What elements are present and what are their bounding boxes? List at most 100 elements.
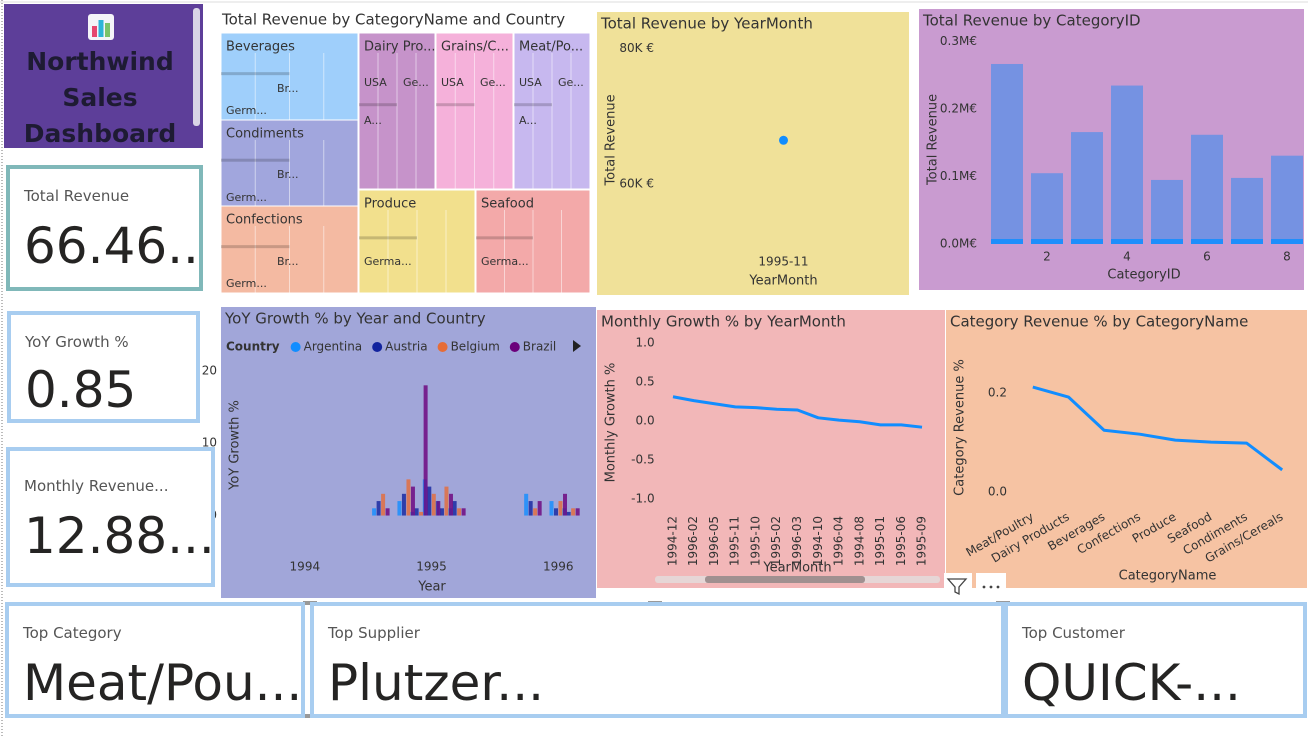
card-label: YoY Growth % (25, 333, 129, 351)
bar (448, 493, 453, 516)
filter-icon (946, 578, 968, 596)
chart-title: YoY Growth % by Year and Country (224, 310, 486, 328)
filter-button[interactable] (944, 573, 972, 599)
legend-marker (437, 342, 448, 352)
x-tick-label: 1995-09 (915, 516, 929, 566)
y-tick-label: 1.0 (636, 335, 655, 349)
tile-label: Produce (364, 197, 416, 212)
kpi-card: Total Revenue 66.46... (6, 165, 203, 291)
bar-base (1191, 239, 1223, 244)
y-tick-label: 80K € (619, 41, 654, 55)
bar (397, 501, 402, 516)
y-tick-label: 0.3M€ (940, 34, 977, 48)
tile-band (436, 103, 475, 107)
dashboard-title: Northwind Sales Dashboard (23, 47, 177, 148)
scrollbar-thumb (705, 576, 865, 583)
bar (1031, 173, 1063, 244)
x-tick-label: 1994 (290, 560, 321, 574)
chart-panel (597, 12, 909, 295)
tile-band (359, 236, 417, 240)
bar (1191, 134, 1223, 244)
chart-panel (221, 307, 596, 598)
legend-label: Belgium (451, 340, 500, 354)
y-tick-label: 0.5 (636, 374, 655, 388)
x-tick-label: 1995-01 (873, 516, 887, 566)
legend-label: Brazil (523, 340, 557, 354)
legend-title: Country (226, 340, 280, 354)
header: Northwind Sales Dashboard (4, 4, 203, 148)
x-axis-label: CategoryID (1107, 268, 1180, 283)
tile-sublabel: Ge... (558, 76, 584, 89)
more-dot (996, 585, 1000, 589)
y-axis-label: Category Revenue % (953, 359, 968, 496)
x-tick-label: 1995-11 (728, 516, 742, 566)
x-tick-label: 1995-11 (758, 255, 808, 269)
y-tick-label: 60K € (619, 177, 654, 191)
tile-sublabel: Br... (277, 82, 299, 95)
bar (1231, 177, 1263, 244)
card-value: 66.46... (24, 217, 203, 275)
chart-title: Total Revenue by CategoryName and Countr… (221, 11, 565, 29)
bar (566, 511, 571, 516)
y-tick-label: 0.2M€ (940, 102, 977, 116)
tile-band (221, 245, 290, 249)
bar (439, 508, 444, 516)
x-tick-label: 1994-10 (811, 516, 825, 566)
logo-bar (98, 20, 104, 37)
y-tick-label: 20 (202, 363, 217, 377)
tile-sublabel: USA (364, 76, 387, 89)
tile-band (359, 103, 397, 107)
bar (528, 501, 533, 516)
y-tick-label: -1.0 (631, 492, 654, 506)
x-axis-label: Year (417, 580, 446, 595)
y-tick-label: 0.0 (636, 413, 655, 427)
chart-panel (597, 310, 945, 588)
tile-sublabel: Germ... (226, 191, 267, 204)
tile-label: Meat/Po... (519, 40, 583, 55)
legend-marker (509, 342, 520, 352)
bar (549, 501, 554, 516)
bar-base (1071, 239, 1103, 244)
y-tick-label: 0.0 (988, 485, 1007, 499)
data-line (1032, 385, 1284, 472)
bar-base (1271, 239, 1303, 244)
bar (427, 486, 432, 516)
bar (461, 508, 466, 516)
kpi-card: Top Customer QUICK-... (1004, 602, 1307, 718)
kpi-card: Top Category Meat/Pou... (5, 602, 305, 718)
x-tick-label: 1995-06 (894, 516, 908, 566)
bar (1071, 132, 1103, 244)
tile-label: Grains/C... (441, 40, 509, 55)
tile-sublabel: Germ... (226, 277, 267, 290)
card-label: Top Category (23, 624, 122, 642)
kpi-card: YoY Growth % 0.85 (7, 311, 200, 423)
bar (563, 493, 568, 516)
scrollbar (193, 8, 200, 126)
tile-sublabel: Germ... (226, 104, 267, 117)
y-axis-label: Total Revenue (604, 94, 619, 186)
tile-label: Condiments (226, 127, 304, 142)
bar (533, 508, 538, 516)
legend-label: Argentina (304, 340, 363, 354)
legend-marker (290, 342, 301, 352)
card-value: 0.85 (25, 361, 137, 419)
y-axis-label: Monthly Growth % (604, 363, 619, 483)
bar (558, 501, 563, 516)
tile-sublabel: USA (441, 76, 464, 89)
legend-marker (372, 342, 383, 352)
logo-bar (105, 23, 110, 37)
tile-label: Dairy Pro... (364, 40, 436, 55)
tile-sublabel: Br... (277, 255, 299, 268)
card-label: Total Revenue (24, 187, 130, 205)
more-dot (982, 585, 986, 589)
bar (414, 508, 419, 516)
bar (1151, 179, 1183, 244)
bar (571, 508, 576, 516)
tile-label: Confections (226, 213, 303, 228)
x-tick-label: 1996-03 (790, 516, 804, 566)
x-tick-label: 1994-12 (665, 516, 679, 566)
x-tick-label: 1996-04 (832, 516, 846, 566)
chart-title: Monthly Growth % by YearMonth (601, 313, 846, 331)
bar-base (991, 239, 1023, 244)
bar-base (1231, 239, 1263, 244)
